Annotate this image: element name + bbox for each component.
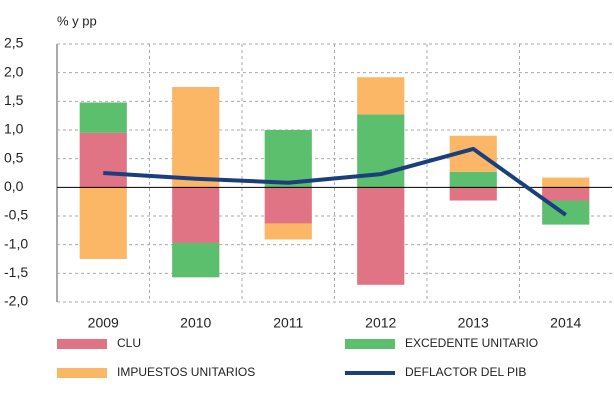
bar	[449, 171, 497, 188]
bar	[172, 242, 220, 278]
bar	[357, 187, 405, 285]
legend-label: EXCEDENTE UNITARIO	[405, 336, 538, 350]
y-tick-label: 1,0	[4, 121, 24, 137]
y-axis-title: % y pp	[57, 13, 97, 28]
y-tick-label: -0,5	[4, 207, 28, 223]
bar	[264, 130, 312, 188]
bar	[542, 177, 590, 188]
bar	[172, 87, 220, 188]
legend-label: DEFLACTOR DEL PIB	[405, 365, 526, 379]
y-tick-label: -2,0	[4, 293, 28, 309]
y-tick-label: 1,5	[4, 92, 24, 108]
bar	[264, 223, 312, 240]
x-tick-label: 2012	[365, 315, 396, 331]
y-tick-label: -1,0	[4, 235, 28, 251]
x-tick-label: 2010	[180, 315, 211, 331]
legend: CLU EXCEDENTE UNITARIO IMPUESTOS UNITARIOS…	[57, 336, 538, 379]
x-tick-label: 2011	[273, 315, 303, 331]
legend-swatch	[57, 339, 107, 349]
y-tick-label: -1,5	[4, 264, 28, 280]
y-tick-label: 0,0	[4, 178, 24, 194]
bars	[79, 77, 590, 285]
bar	[79, 132, 127, 188]
line	[103, 146, 567, 217]
grid	[56, 43, 612, 303]
bar	[449, 187, 497, 201]
x-tick-label: 2009	[88, 315, 119, 331]
bar	[79, 102, 127, 133]
bar	[542, 187, 590, 201]
legend-swatch	[57, 368, 107, 378]
y-tick-label: 0,5	[4, 149, 24, 165]
bar	[264, 187, 312, 224]
y-tick-label: 2,0	[4, 63, 24, 79]
legend-label: CLU	[117, 336, 141, 350]
x-tick-label: 2014	[550, 315, 581, 331]
bar	[79, 187, 127, 259]
y-tick-label: 2,5	[4, 35, 24, 51]
legend-label: IMPUESTOS UNITARIOS	[117, 365, 255, 379]
x-tick-label: 2013	[458, 315, 489, 331]
bar	[357, 77, 405, 115]
bar	[172, 187, 220, 243]
legend-swatch	[345, 339, 395, 349]
